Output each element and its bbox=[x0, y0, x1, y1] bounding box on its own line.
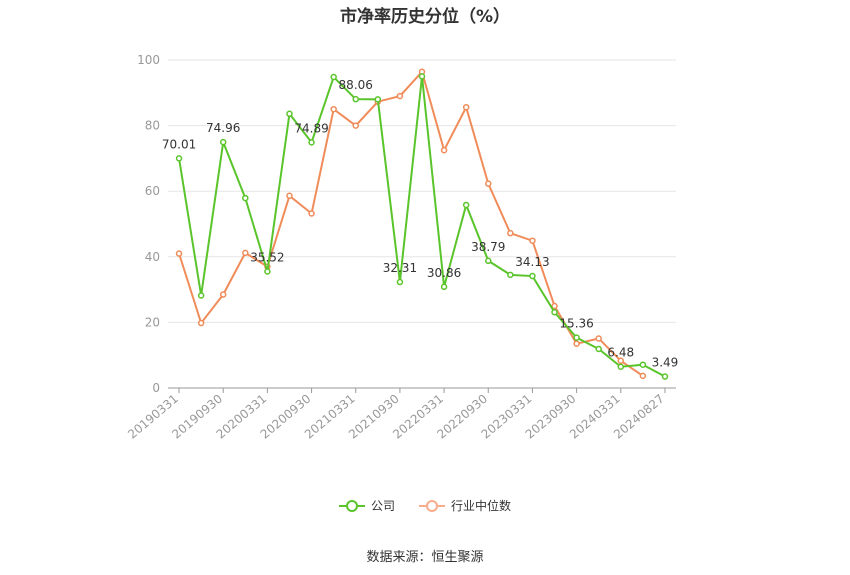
data-point-company bbox=[242, 194, 249, 202]
data-point-company bbox=[197, 292, 205, 299]
data-label: 6.48 bbox=[607, 346, 634, 360]
data-point-company bbox=[374, 96, 382, 103]
data-point-company bbox=[617, 363, 625, 370]
legend-label-industry-median: 行业中位数 bbox=[451, 499, 512, 513]
data-point-industry-median bbox=[396, 92, 404, 100]
data-point-industry-median bbox=[485, 180, 492, 187]
data-point-company bbox=[551, 308, 558, 316]
data-label: 30.86 bbox=[427, 266, 461, 280]
data-point-company bbox=[440, 283, 448, 291]
data-point-industry-median bbox=[352, 122, 359, 129]
y-tick-label: 60 bbox=[145, 184, 160, 198]
data-point-company bbox=[286, 110, 293, 118]
data-source: 数据来源：恒生聚源 bbox=[366, 550, 484, 565]
data-point-company bbox=[396, 278, 404, 286]
data-label: 88.06 bbox=[339, 78, 373, 92]
data-point-company bbox=[661, 373, 669, 380]
chart-title: 市净率历史分位（%） bbox=[339, 7, 511, 27]
data-point-industry-median bbox=[595, 335, 602, 342]
data-point-company bbox=[175, 155, 183, 162]
data-point-company bbox=[639, 361, 647, 368]
legend-item-industry-median[interactable]: 行业中位数 bbox=[419, 497, 511, 514]
data-point-industry-median bbox=[617, 357, 625, 365]
data-point-industry-median bbox=[242, 249, 249, 257]
line-chart: 0204060801002019033120190930202003312020… bbox=[125, 53, 679, 442]
series-line-company bbox=[178, 75, 666, 378]
data-point-company bbox=[219, 138, 227, 146]
legend: 公司 行业中位数 bbox=[0, 497, 850, 514]
legend-swatch-company bbox=[338, 499, 365, 513]
data-point-industry-median bbox=[507, 229, 514, 237]
data-label: 74.96 bbox=[206, 121, 240, 135]
data-point-industry-median bbox=[551, 302, 558, 310]
data-label: 3.49 bbox=[652, 356, 679, 370]
data-point-company bbox=[330, 73, 337, 81]
data-label: 34.13 bbox=[515, 255, 549, 269]
legend-item-company[interactable]: 公司 bbox=[338, 497, 395, 514]
data-point-company bbox=[595, 345, 602, 353]
legend-label-company: 公司 bbox=[370, 499, 395, 513]
data-point-industry-median bbox=[286, 192, 293, 200]
data-label: 70.01 bbox=[162, 137, 196, 151]
data-label: 74.89 bbox=[294, 121, 328, 135]
y-tick-label: 40 bbox=[145, 250, 160, 264]
data-label: 32.31 bbox=[383, 261, 417, 275]
data-point-industry-median bbox=[308, 210, 315, 217]
data-label: 38.79 bbox=[471, 240, 505, 254]
y-tick-label: 0 bbox=[152, 381, 160, 395]
data-point-company bbox=[507, 271, 514, 279]
data-point-company bbox=[352, 95, 359, 103]
data-point-industry-median bbox=[573, 340, 580, 347]
data-label: 35.52 bbox=[250, 250, 284, 264]
y-tick-label: 20 bbox=[145, 315, 160, 329]
data-point-industry-median bbox=[639, 372, 647, 380]
data-point-industry-median bbox=[440, 146, 448, 154]
data-point-company bbox=[418, 73, 426, 80]
data-point-company bbox=[485, 257, 492, 265]
data-point-industry-median bbox=[197, 319, 205, 327]
data-point-company bbox=[264, 268, 271, 275]
data-point-company bbox=[529, 272, 536, 280]
data-point-company bbox=[462, 201, 470, 209]
data-point-company bbox=[573, 334, 580, 341]
legend-swatch-industry-median bbox=[419, 499, 445, 513]
data-point-company bbox=[308, 139, 315, 146]
data-point-industry-median bbox=[175, 250, 183, 257]
y-tick-label: 100 bbox=[137, 53, 160, 67]
data-label: 15.36 bbox=[559, 317, 593, 331]
data-point-industry-median bbox=[462, 103, 470, 111]
y-tick-label: 80 bbox=[145, 119, 160, 133]
data-point-industry-median bbox=[330, 105, 337, 113]
data-point-industry-median bbox=[219, 291, 227, 298]
data-point-industry-median bbox=[529, 237, 536, 244]
